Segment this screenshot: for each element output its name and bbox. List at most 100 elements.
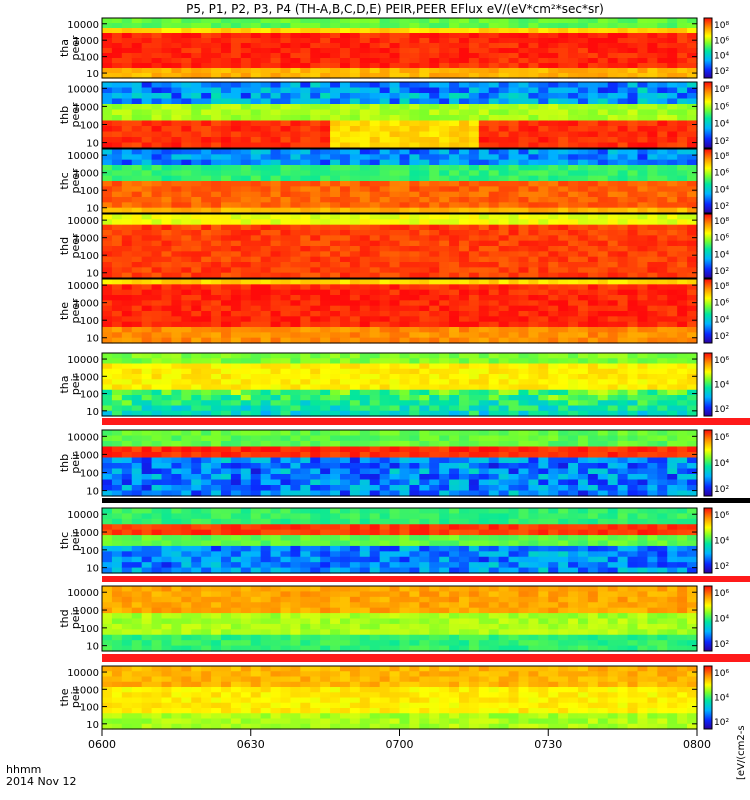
y-tick-label: 1000 — [74, 685, 99, 696]
y-tick-label: 1000 — [74, 528, 99, 539]
colorbar — [703, 585, 713, 652]
panel-y-label: peer — [69, 35, 82, 61]
colorbar-tick-label: 10⁴ — [714, 694, 729, 704]
panel-separator — [102, 654, 750, 662]
panel-frame — [101, 507, 698, 574]
x-tick-label: 0700 — [386, 738, 414, 751]
panel-y-label: peir — [69, 373, 82, 395]
panel-frame — [101, 278, 698, 344]
colorbar-tick-label: 10⁴ — [714, 615, 729, 625]
y-tick-label: 10000 — [67, 281, 99, 292]
panel-y-label: the — [58, 302, 71, 320]
colorbar — [703, 507, 713, 574]
y-tick-label: 1000 — [74, 102, 99, 113]
y-tick-label: 100 — [80, 703, 99, 714]
y-tick-label: 100 — [80, 251, 99, 262]
colorbar-tick-label: 10⁸ — [714, 85, 729, 95]
y-tick-label: 1000 — [74, 299, 99, 310]
colorbar-tick-label: 10² — [714, 67, 729, 77]
y-tick-label: 1000 — [74, 372, 99, 383]
spectrogram-heatmap — [102, 149, 698, 214]
colorbar-tick-label: 10² — [714, 267, 729, 277]
panel-y-label: tha — [58, 375, 71, 393]
panel-separator — [102, 498, 750, 503]
colorbar-tick-label: 10² — [714, 562, 729, 572]
panel-y-label: thb — [58, 454, 71, 472]
x-tick-label: 0630 — [237, 738, 265, 751]
y-tick-label: 10 — [86, 204, 99, 215]
spectrogram-heatmap — [102, 353, 698, 417]
y-tick-label: 1000 — [74, 36, 99, 47]
y-tick-label: 10000 — [67, 216, 99, 227]
spectrogram-heatmap — [102, 82, 698, 149]
x-tick-label: 0730 — [534, 738, 562, 751]
colorbar-tick-label: 10² — [714, 405, 729, 415]
panel-y-label: peer — [69, 102, 82, 128]
colorbar-tick-label: 10⁶ — [714, 356, 729, 366]
y-tick-label: 10000 — [67, 668, 99, 679]
y-tick-label: 100 — [80, 53, 99, 64]
y-tick-label: 10 — [86, 487, 99, 498]
colorbar — [703, 213, 713, 279]
colorbar-tick-label: 10² — [714, 137, 729, 147]
panel-frame — [101, 81, 698, 149]
colorbar-tick-label: 10² — [714, 485, 729, 495]
y-tick-label: 10 — [86, 564, 99, 575]
panel-y-label: thd — [58, 609, 71, 627]
panel-frame — [101, 429, 698, 497]
colorbar — [703, 429, 713, 497]
panel-y-label: peer — [69, 298, 82, 324]
y-tick-label: 10000 — [67, 510, 99, 521]
colorbar-tick-label: 10⁶ — [714, 169, 729, 179]
y-tick-label: 10 — [86, 642, 99, 653]
y-tick-label: 100 — [80, 546, 99, 557]
colorbar-tick-label: 10⁴ — [714, 537, 729, 547]
y-tick-label: 10 — [86, 720, 99, 731]
colorbar-tick-label: 10⁴ — [714, 459, 729, 469]
panel-y-label: peir — [69, 607, 82, 629]
y-tick-label: 1000 — [74, 234, 99, 245]
x-tick-label: 0600 — [88, 738, 116, 751]
colorbar-tick-label: 10⁸ — [714, 21, 729, 31]
colorbar-tick-label: 10⁴ — [714, 381, 729, 391]
colorbar — [703, 352, 713, 417]
colorbar-tick-label: 10⁶ — [714, 299, 729, 309]
x-tick-label: 0800 — [683, 738, 711, 751]
x-axis: 0600 0630 0700 0730 0800 — [88, 729, 711, 751]
y-tick-label: 1000 — [74, 450, 99, 461]
panel-frame — [101, 17, 698, 79]
y-tick-label: 10 — [86, 269, 99, 280]
colorbar-tick-label: 10⁶ — [714, 511, 729, 521]
figure-title: P5, P1, P2, P3, P4 (TH-A,B,C,D,E) PEIR,P… — [186, 2, 604, 16]
panel-y-label: tha — [58, 39, 71, 57]
y-tick-label: 10000 — [67, 84, 99, 95]
panel-y-label: peir — [69, 686, 82, 708]
y-tick-label: 10000 — [67, 151, 99, 162]
spectrogram-heatmap — [102, 279, 698, 344]
colorbar-tick-label: 10⁸ — [714, 282, 729, 292]
panel-y-label: peir — [69, 529, 82, 551]
colorbar — [703, 148, 713, 214]
colorbar-tick-label: 10² — [714, 202, 729, 212]
y-tick-label: 10000 — [67, 20, 99, 31]
colorbar-tick-label: 10⁴ — [714, 52, 729, 62]
spectrogram-heatmap — [102, 508, 698, 574]
colorbar-tick-label: 10² — [714, 718, 729, 728]
spectrogram-heatmap — [102, 18, 698, 79]
panel-y-label: peir — [69, 452, 82, 474]
colorbar-tick-label: 10⁶ — [714, 669, 729, 679]
panel-y-label: thd — [58, 237, 71, 255]
colorbar-tick-label: 10² — [714, 640, 729, 650]
y-tick-label: 100 — [80, 468, 99, 479]
panel-y-label: peer — [69, 233, 82, 259]
spectrogram-heatmap — [102, 430, 698, 497]
colorbar-tick-label: 10⁴ — [714, 185, 729, 195]
colorbar-tick-label: 10⁴ — [714, 315, 729, 325]
